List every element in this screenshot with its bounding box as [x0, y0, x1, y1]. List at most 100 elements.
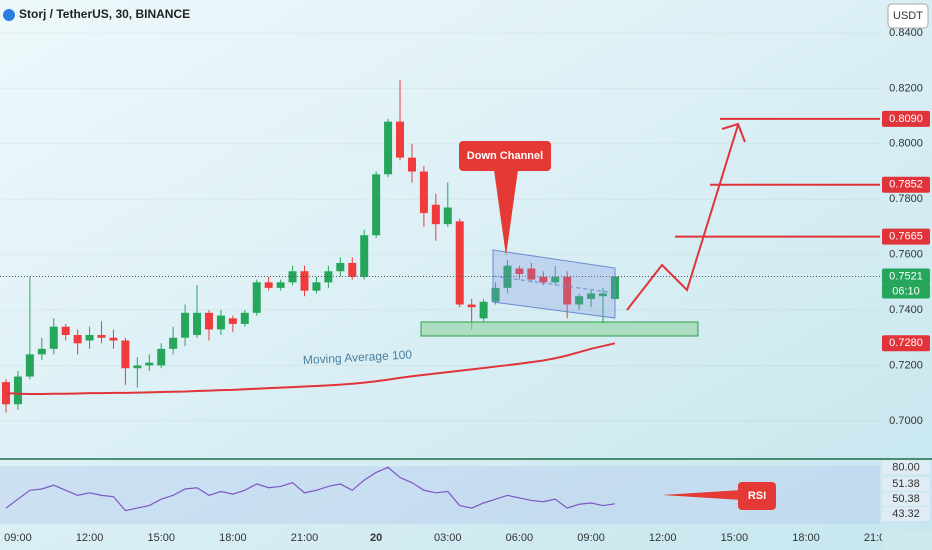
callout-text: Down Channel	[467, 150, 543, 162]
candle-body	[551, 276, 560, 283]
candle-body	[431, 204, 440, 225]
rsi-tag	[882, 492, 930, 507]
candle-body	[300, 271, 309, 291]
data-layer: 09:00 12:00 15:00 18:00 21:00 20 03:00 06:00 09:…	[0, 32, 891, 544]
candle-body	[527, 268, 536, 280]
rsi-callout-box	[738, 482, 776, 510]
candle-body	[336, 262, 345, 272]
candle-body	[455, 221, 464, 305]
x-tick-label: 20	[370, 532, 382, 544]
x-tick-label: 15:00	[721, 532, 749, 544]
candle-body	[145, 362, 154, 366]
price-tag-label: 0.7665	[889, 231, 923, 243]
price-tag-label: 0.7852	[889, 179, 923, 191]
price-tag-label: 0.7280	[889, 337, 923, 349]
candle-body	[49, 326, 58, 349]
x-tick-label: 09:00	[577, 532, 605, 544]
x-tick-label: 09:00	[4, 532, 32, 544]
rsi-callout-pointer	[662, 490, 742, 500]
candle-body	[575, 296, 584, 305]
x-tick-label: 12:00	[649, 532, 677, 544]
y-tick-label: 0.8200	[889, 82, 923, 94]
candle-body	[467, 304, 476, 308]
y-tick-label: 0.7600	[889, 249, 923, 261]
projection-path	[626, 124, 739, 311]
candle-body	[312, 282, 321, 291]
rsi-tag	[882, 477, 930, 492]
currency-box[interactable]	[887, 3, 929, 29]
rsi-tag-label: 43.32	[892, 508, 920, 520]
y-tick-label: 0.7800	[889, 193, 923, 205]
x-tick-label: 18:00	[792, 532, 820, 544]
x-tick-label: 21:00	[291, 532, 319, 544]
candle-body	[384, 121, 393, 175]
symbol-icon	[3, 9, 15, 21]
candle-body	[133, 365, 142, 369]
candle-body	[252, 282, 261, 313]
price-tag-label: 0.8090	[889, 113, 923, 125]
x-tick-label: 15:00	[147, 532, 175, 544]
countdown: 06:10	[892, 285, 920, 297]
rsi-line	[5, 466, 616, 512]
candle-body	[360, 235, 369, 277]
candle-body	[396, 121, 405, 158]
x-tick-label: 03:00	[434, 532, 462, 544]
x-tick-label: 12:00	[76, 532, 104, 544]
y-tick-label: 0.7200	[889, 359, 923, 371]
rsi-tag-label: 50.38	[892, 493, 920, 505]
candle-body	[97, 334, 106, 338]
candle-body	[25, 354, 34, 377]
candle-body	[121, 340, 130, 369]
candle-body	[539, 276, 548, 283]
y-tick-label: 0.7400	[889, 304, 923, 316]
candle-body	[443, 207, 452, 225]
chart-title: Storj / TetherUS, 30, BINANCE	[19, 7, 190, 21]
countdown-box	[882, 283, 930, 299]
support-zone	[420, 321, 699, 337]
moving-average-line	[5, 342, 616, 395]
candle-body	[276, 282, 285, 288]
x-tick-label: 18:00	[219, 532, 247, 544]
price-tag	[882, 110, 930, 127]
currency[interactable]: USDT	[893, 10, 923, 22]
callout-pointer	[494, 170, 518, 256]
candle-body	[491, 287, 500, 302]
moving-average-label: Moving Average 100	[303, 347, 413, 367]
candle-body	[109, 337, 118, 341]
projection-arrowhead	[721, 122, 746, 143]
rsi-tag	[882, 460, 930, 475]
callout-box	[459, 141, 551, 171]
y-tick-label: 0.7000	[889, 415, 923, 427]
candle-body	[228, 318, 237, 324]
down-channel	[492, 249, 616, 319]
candle-body	[204, 312, 213, 330]
candle-body	[61, 326, 70, 335]
x-tick-label: 06:00	[506, 532, 534, 544]
candle-body	[587, 293, 596, 299]
y-tick-label: 0.8000	[889, 138, 923, 150]
price-tag	[882, 268, 930, 285]
candle-body	[264, 282, 273, 288]
rsi-tag	[882, 507, 930, 522]
candle-body	[563, 276, 572, 305]
tag-layer: 0.7000 0.7200 0.7400 0.7600 0.7800 0.8000 0.82…	[882, 27, 930, 522]
candle-body	[13, 376, 22, 405]
rsi-callout-text: RSI	[748, 490, 766, 502]
axis-corner	[882, 530, 932, 550]
candle-body	[216, 315, 225, 330]
candle-body	[169, 337, 178, 349]
candle-body	[288, 271, 297, 283]
candle-body	[240, 312, 249, 324]
candle-body	[599, 293, 607, 297]
rsi-tag-label: 51.38	[892, 478, 920, 490]
candle-body	[37, 348, 46, 355]
candle-body	[372, 174, 381, 236]
candle-body	[324, 271, 333, 283]
candle-body	[181, 312, 190, 338]
price-tag	[882, 176, 930, 193]
candle-body	[515, 268, 524, 275]
candle-body	[348, 262, 357, 277]
candle-body	[73, 334, 82, 344]
